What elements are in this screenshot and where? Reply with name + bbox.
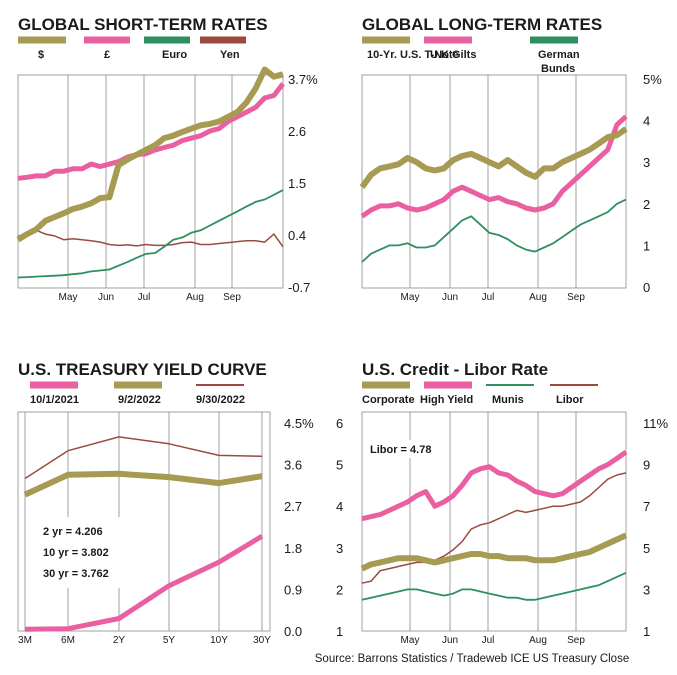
chart4-y-tick-2: 7 [643, 499, 650, 514]
chart3-y-tick-right-1: 5 [336, 458, 343, 473]
chart2-y-tick-4: 1 [643, 238, 650, 253]
chart3-y-tick-left-1: 3.6 [284, 458, 302, 473]
chart4-series-line-1 [361, 450, 628, 522]
chart4-series-line-0 [360, 532, 628, 572]
chart4-y-tick-3: 5 [643, 541, 650, 556]
chart3-series-line-2 [24, 436, 263, 480]
chart1-x-tick-0: May [59, 292, 78, 303]
chart1-legend-label-0: $ [38, 49, 44, 61]
chart4-x-tick-2: Jul [482, 635, 495, 646]
chart4-frame [361, 411, 627, 632]
chart1-y-tick-3: 0.4 [288, 228, 306, 243]
chart2-frame [361, 74, 627, 289]
chart3-y-tick-right-3: 3 [336, 541, 343, 556]
chart1-series-line-1 [17, 82, 285, 181]
chart4-x-tick-0: May [401, 635, 420, 646]
chart2-series-line-1 [360, 114, 628, 219]
chart2-series-line-0 [359, 126, 628, 189]
chart4-series-line-2 [361, 571, 627, 601]
chart1-x-tick-4: Sep [223, 292, 241, 303]
chart3-x-tick-0: 3M [18, 635, 32, 646]
chart3-frame [17, 411, 271, 632]
chart2-y-tick-0: 5% [643, 72, 662, 87]
chart1-legend-label-1: £ [104, 49, 110, 61]
chart4-x-tick-4: Sep [567, 635, 585, 646]
chart4-annotation-bg [366, 440, 446, 458]
chart3-series-line-0 [24, 534, 264, 632]
chart1-series-line-2 [17, 189, 284, 279]
chart2-y-tick-5: 0 [643, 280, 650, 295]
chart2-legend-label-2-line2: Bunds [541, 63, 575, 75]
chart2-series-line-2 [361, 198, 627, 263]
chart3-y-tick-right-0: 6 [336, 416, 343, 431]
chart1-legend-label-2: Euro [162, 49, 187, 61]
chart4-title: U.S. Credit - Libor Rate [362, 360, 548, 379]
chart3-y-tick-left-2: 2.7 [284, 499, 302, 514]
source-note: Source: Barrons Statistics / Tradeweb IC… [315, 653, 629, 665]
chart1-frame [17, 74, 284, 289]
chart4-x-tick-1: Jun [442, 635, 458, 646]
chart2-y-tick-1: 4 [643, 114, 650, 129]
chart3-y-tick-right-5: 1 [336, 624, 343, 639]
chart4-legend-label-2: Munis [492, 394, 524, 406]
chart3-legend-label-2: 9/30/2022 [196, 394, 245, 406]
chart4-x-tick-3: Aug [529, 635, 547, 646]
chart4-legend-label-3: Libor [556, 394, 584, 406]
chart3-y-tick-left-4: 0.9 [284, 582, 302, 597]
chart4-legend-label-1: High Yield [420, 394, 473, 406]
chart3-legend-label-1: 9/2/2022 [118, 394, 161, 406]
chart2-x-tick-3: Aug [529, 292, 547, 303]
chart1-x-tick-3: Aug [186, 292, 204, 303]
chart1-series-line-0 [16, 66, 284, 243]
chart2-x-tick-4: Sep [567, 292, 585, 303]
chart3-y-tick-right-2: 4 [336, 499, 343, 514]
chart3-y-tick-left-3: 1.8 [284, 541, 302, 556]
chart4-y-tick-0: 11% [643, 416, 668, 431]
chart1-y-tick-4: -0.7 [288, 280, 310, 295]
chart1-y-tick-0: 3.7% [288, 72, 318, 87]
chart3-x-tick-5: 30Y [253, 635, 271, 646]
chart3-annotation-bg [28, 517, 120, 588]
chart1-y-tick-1: 2.6 [288, 124, 306, 139]
chart3-x-tick-2: 2Y [113, 635, 126, 646]
chart2-legend-label-0-line1: 10-Yr. U.S. T-Note [367, 49, 459, 61]
chart3-y-tick-right-4: 2 [336, 582, 343, 597]
chart2-y-tick-3: 2 [643, 197, 650, 212]
chart1-x-tick-1: Jun [98, 292, 114, 303]
chart3-x-tick-1: 6M [61, 635, 75, 646]
chart3-series-line-1 [23, 470, 263, 498]
chart2-x-tick-0: May [401, 292, 420, 303]
chart3-y-tick-left-5: 0.0 [284, 624, 302, 639]
chart3-x-tick-3: 5Y [163, 635, 176, 646]
chart4-series-line-3 [361, 472, 627, 584]
chart4-y-tick-4: 3 [643, 582, 650, 597]
chart1-title: GLOBAL SHORT-TERM RATES [18, 15, 268, 34]
chart4-annotation: Libor = 4.78 [370, 444, 431, 456]
chart1-series-line-3 [18, 229, 284, 248]
chart2-legend-label-1: U.K Gilts [430, 49, 476, 61]
chart1-x-tick-2: Jul [138, 292, 151, 303]
chart2-x-tick-2: Jul [482, 292, 495, 303]
chart4-y-tick-1: 9 [643, 458, 650, 473]
chart2-x-tick-1: Jun [442, 292, 458, 303]
chart4-legend-label-0: Corporate [362, 394, 415, 406]
chart3-annotation-0: 2 yr = 4.206 [43, 526, 103, 538]
chart2-y-tick-2: 3 [643, 155, 650, 170]
chart1-legend-label-3: Yen [220, 49, 240, 61]
chart1-y-tick-2: 1.5 [288, 176, 306, 191]
chart3-annotation-1: 10 yr = 3.802 [43, 547, 109, 559]
chart4-y-tick-5: 1 [643, 624, 650, 639]
chart2-title: GLOBAL LONG-TERM RATES [362, 15, 602, 34]
chart3-annotation-2: 30 yr = 3.762 [43, 568, 109, 580]
chart3-title: U.S. TREASURY YIELD CURVE [18, 360, 267, 379]
chart2-legend-label-2-line1: German [538, 49, 580, 61]
chart3-x-tick-4: 10Y [210, 635, 228, 646]
chart3-y-tick-left-0: 4.5% [284, 416, 314, 431]
chart3-legend-label-0: 10/1/2021 [30, 394, 79, 406]
